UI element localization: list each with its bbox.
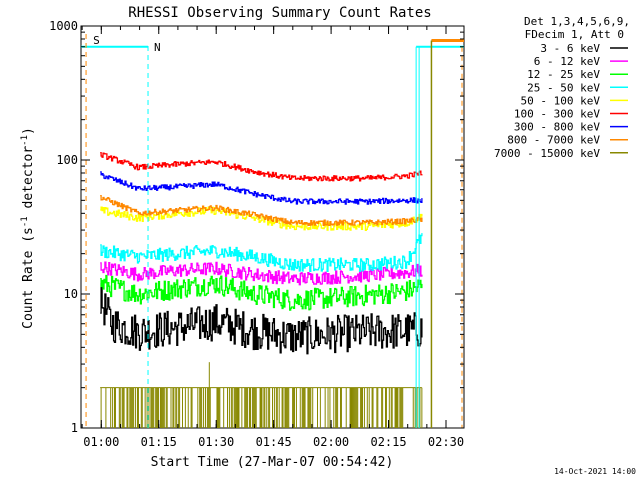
legend-entry-label: 7000 - 15000 keV: [494, 147, 600, 160]
series-layer: [100, 151, 423, 428]
series-line-100-300kev: [100, 151, 423, 182]
x-tick-label: 02:00: [313, 435, 349, 449]
x-tick-label: 01:45: [256, 435, 292, 449]
y-label-part-2: detector: [21, 146, 36, 217]
series-line-12-25kev: [100, 274, 423, 311]
chart-title: RHESSI Observing Summary Count Rates: [128, 5, 431, 21]
y-axis-label: Count Rate (s-1 detector-1): [20, 127, 36, 329]
y-label-sup-1: -1: [20, 216, 30, 227]
series-line-50-100kev: [100, 206, 423, 231]
legend-entry-label: 6 - 12 keV: [534, 55, 601, 68]
y-tick-label: 10: [64, 287, 78, 301]
x-axis-label: Start Time (27-Mar-07 00:54:42): [151, 455, 394, 470]
x-tick-label: 01:30: [198, 435, 234, 449]
legend-entry-label: 50 - 100 keV: [521, 94, 601, 107]
axis-layer: 1000 100 10 1 01:00 01:15 01:30 01:45 02:00 02:15…: [49, 19, 464, 449]
x-tick-label: 02:30: [428, 435, 464, 449]
plot-frame: [80, 25, 465, 429]
legend-entry-label: 3 - 6 keV: [540, 42, 600, 55]
series-line-800-7000kev: [100, 194, 423, 227]
y-label-part-3: ): [21, 127, 36, 135]
y-label-sup-2: -1: [20, 135, 30, 146]
x-tick-label: 01:00: [83, 435, 119, 449]
legend-entry-label: 25 - 50 keV: [527, 81, 600, 94]
legend-entry-label: 100 - 300 keV: [514, 108, 600, 121]
series-line-25-50kev: [100, 233, 423, 273]
legend-entry-label: 800 - 7000 keV: [507, 134, 600, 147]
y-label-part-1: Count Rate (s: [21, 227, 36, 329]
y-tick-label: 1: [71, 421, 78, 435]
y-tick-label: 100: [56, 153, 78, 167]
legend: Det 1,3,4,5,6,9, FDecim 1, Att 0 3 - 6 k…: [494, 15, 630, 160]
x-tick-label: 02:15: [370, 435, 406, 449]
y-tick-label: 1000: [49, 19, 78, 33]
legend-header-2: FDecim 1, Att 0: [525, 28, 624, 41]
x-tick-label: 01:15: [141, 435, 177, 449]
series-line-300-800kev: [100, 171, 423, 205]
annotation-layer: SN: [81, 34, 464, 428]
timestamp: 14-Oct-2021 14:00: [554, 467, 636, 476]
legend-entry-label: 300 - 800 keV: [514, 121, 600, 134]
series-7000-15000-kev: [100, 362, 423, 428]
legend-entry-label: 12 - 25 keV: [527, 68, 600, 81]
legend-header-1: Det 1,3,4,5,6,9,: [524, 15, 630, 28]
saa-label: S: [93, 34, 100, 47]
series-line-3-6kev: [100, 282, 423, 355]
series-line-6-12kev: [100, 261, 423, 286]
night-label: N: [154, 41, 161, 54]
